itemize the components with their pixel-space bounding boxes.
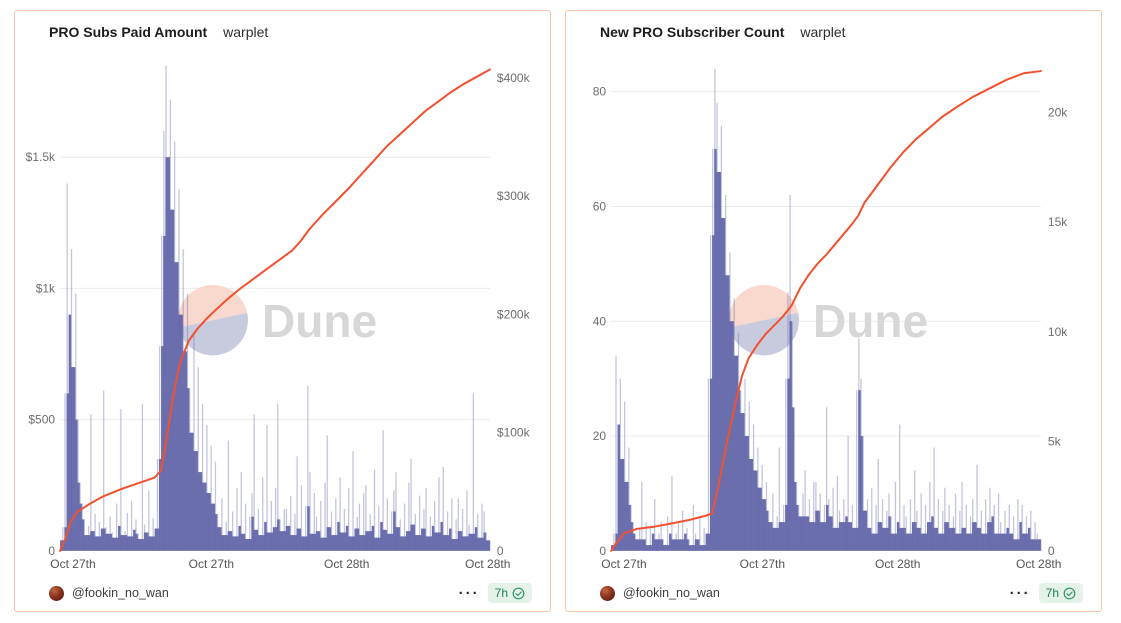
right-axis-tick: 20k: [1048, 106, 1068, 120]
left-axis-tick: 60: [593, 199, 607, 213]
gridlines: [60, 156, 490, 421]
left-axis-tick: $500: [28, 413, 55, 427]
x-axis-tick: Oct 28th: [1016, 557, 1061, 571]
left-axis-tick: 40: [593, 314, 607, 328]
subscriber-count-chart: Dune 0 20 40 60 80 0 5k 10k 15k 20k Oct 27th Oct 27t…: [593, 68, 1069, 571]
chart-subtitle: warplet: [800, 24, 846, 40]
right-axis-tick: 0: [1048, 544, 1055, 558]
cumulative-line: [59, 68, 491, 552]
refresh-status-badge[interactable]: 7h: [1038, 583, 1083, 603]
chart-subtitle: warplet: [223, 24, 269, 40]
left-axis-tick: $1.5k: [26, 150, 56, 164]
dune-watermark-text: Dune: [813, 295, 928, 347]
check-circle-icon: [1063, 587, 1076, 599]
dune-logo-icon: [177, 284, 248, 356]
bars-dense-base: [60, 157, 491, 551]
author-handle[interactable]: @fookin_no_wan: [623, 586, 720, 600]
right-axis-tick: $300k: [497, 189, 531, 203]
left-axis-tick: 0: [48, 544, 55, 558]
dune-logo-icon: [728, 284, 799, 356]
avatar: [600, 585, 615, 601]
bars-dense-base: [611, 149, 1042, 551]
card-footer: @fookin_no_wan ··· 7h: [15, 581, 550, 611]
card-header: PRO Subs Paid Amount warplet: [15, 11, 550, 42]
right-axis-tick: 5k: [1048, 434, 1062, 448]
refresh-status-badge[interactable]: 7h: [487, 583, 532, 603]
right-axis-tick: $200k: [497, 307, 531, 321]
refresh-age-label: 7h: [494, 586, 508, 600]
right-axis-tick: 10k: [1048, 325, 1068, 339]
right-axis-tick: $400k: [497, 71, 531, 85]
x-axis-tick: Oct 28th: [324, 557, 369, 571]
axis-labels: 0 $500 $1k $1.5k 0 $100k $200k $300k $400k Oct 27…: [26, 71, 531, 571]
right-axis-tick: 0: [497, 544, 504, 558]
left-axis-tick: 0: [599, 544, 606, 558]
x-axis-tick: Oct 27th: [740, 557, 785, 571]
more-menu-button[interactable]: ···: [458, 584, 480, 602]
dune-watermark: Dune: [177, 284, 377, 356]
dune-watermark: Dune: [728, 284, 928, 356]
cumulative-line: [610, 70, 1042, 552]
avatar: [49, 585, 64, 601]
x-axis-tick: Oct 27th: [601, 557, 646, 571]
refresh-age-label: 7h: [1045, 586, 1059, 600]
author-handle[interactable]: @fookin_no_wan: [72, 586, 169, 600]
axis-labels: 0 20 40 60 80 0 5k 10k 15k 20k Oct 27th Oct 27th Oct…: [593, 85, 1069, 571]
dune-watermark-text: Dune: [262, 295, 377, 347]
chart-card-subscriber-count: New PRO Subscriber Count warplet Dune 0 20 4…: [565, 10, 1102, 612]
check-circle-icon: [512, 587, 525, 599]
gridlines: [611, 91, 1041, 437]
left-axis-tick: 80: [593, 85, 607, 99]
x-axis-tick: Oct 28th: [465, 557, 510, 571]
left-axis-tick: $1k: [36, 281, 56, 295]
chart-title: New PRO Subscriber Count: [600, 24, 785, 40]
more-menu-button[interactable]: ···: [1009, 584, 1031, 602]
x-axis-tick: Oct 28th: [875, 557, 920, 571]
card-footer: @fookin_no_wan ··· 7h: [566, 581, 1101, 611]
right-axis-tick: $100k: [497, 426, 531, 440]
card-header: New PRO Subscriber Count warplet: [566, 11, 1101, 42]
x-axis-tick: Oct 27th: [189, 557, 234, 571]
chart-title: PRO Subs Paid Amount: [49, 24, 208, 40]
chart-card-paid-amount: PRO Subs Paid Amount warplet Dune 0 $500 $1k…: [14, 10, 551, 612]
x-axis-tick: Oct 27th: [50, 557, 95, 571]
right-axis-tick: 15k: [1048, 215, 1068, 229]
paid-amount-chart: Dune 0 $500 $1k $1.5k 0 $100k $200k $300k $400k Oc…: [26, 65, 531, 571]
left-axis-tick: 20: [593, 429, 607, 443]
